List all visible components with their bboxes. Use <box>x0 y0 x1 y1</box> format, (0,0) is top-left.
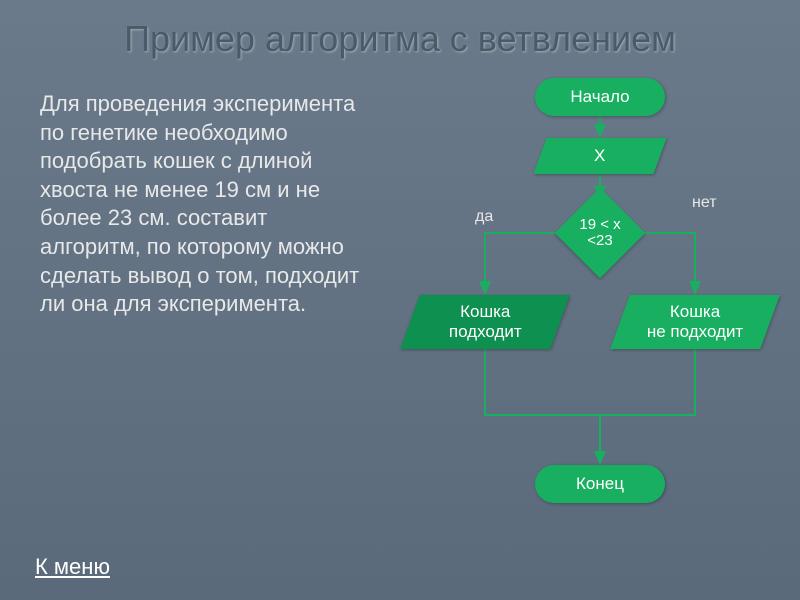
edge-label-no: нет <box>692 194 717 212</box>
page-title: Пример алгоритма с ветвлением <box>0 18 800 60</box>
node-yes-output: Кошкаподходит <box>400 295 570 349</box>
node-input-label: Х <box>594 146 605 166</box>
node-input: Х <box>533 138 666 174</box>
node-yes-output-label: Кошкаподходит <box>449 302 522 343</box>
node-condition: 19 < x<23 <box>555 198 645 268</box>
node-end: Конец <box>535 465 665 503</box>
node-end-label: Конец <box>576 474 624 494</box>
flowchart: Начало Х 19 < x<23 Кошкаподходит Кошкане… <box>370 70 790 570</box>
menu-link[interactable]: К меню <box>35 554 110 580</box>
node-no-output: Кошкане подходит <box>610 295 780 349</box>
description-text: Для проведения эксперимента по генетике … <box>40 90 360 319</box>
node-start: Начало <box>535 78 665 116</box>
node-start-label: Начало <box>570 87 629 107</box>
edge-label-yes: да <box>475 208 493 226</box>
node-no-output-label: Кошкане подходит <box>647 302 743 343</box>
node-condition-label: 19 < x<23 <box>555 198 645 268</box>
